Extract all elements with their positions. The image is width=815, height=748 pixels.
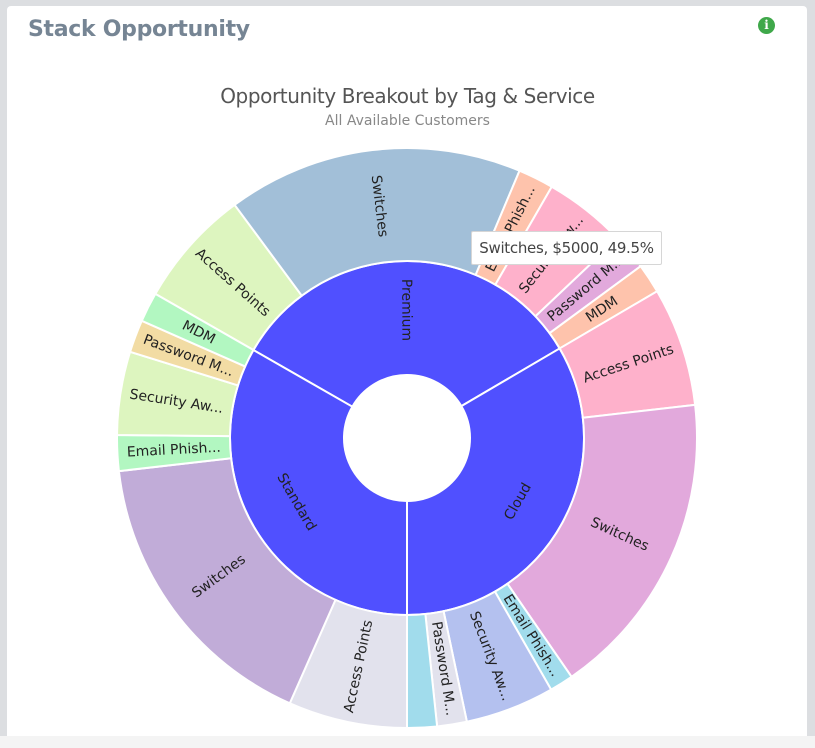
service-segment-switches[interactable] — [117, 457, 337, 705]
service-segment-mdm[interactable] — [140, 292, 255, 368]
info-circle-icon[interactable]: i — [758, 17, 775, 34]
card-title: Stack Opportunity — [28, 17, 250, 42]
service-segment-switches[interactable] — [506, 403, 698, 679]
chart-subtitle: All Available Customers — [325, 113, 490, 129]
service-segment-switches[interactable] — [233, 147, 521, 298]
hover-tooltip: Switches, $5000, 49.5% — [471, 231, 662, 265]
bottom-bar — [0, 736, 815, 748]
chart-title: Opportunity Breakout by Tag & Service — [220, 84, 595, 108]
center-hole — [344, 375, 470, 501]
